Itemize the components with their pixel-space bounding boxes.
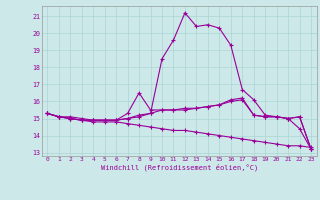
X-axis label: Windchill (Refroidissement éolien,°C): Windchill (Refroidissement éolien,°C) [100, 164, 258, 171]
